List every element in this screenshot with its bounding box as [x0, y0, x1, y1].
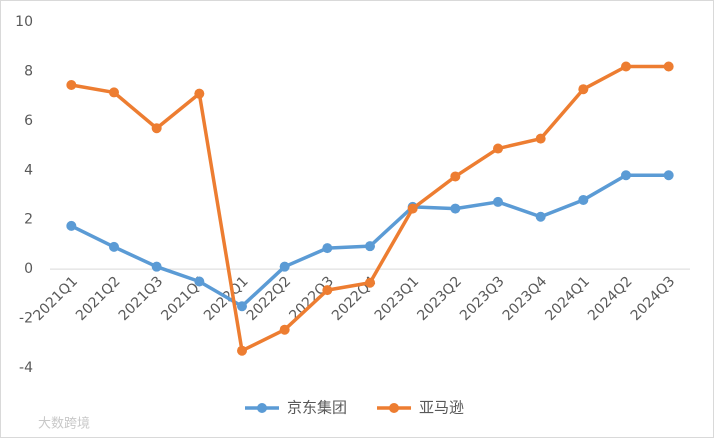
data-point — [663, 170, 674, 181]
data-point — [365, 241, 375, 252]
data-point — [237, 345, 247, 356]
y-tick-label: 6 — [24, 113, 33, 129]
watermark: 大数跨境 — [38, 417, 90, 432]
data-point — [66, 80, 77, 91]
y-tick-label: 0 — [24, 261, 33, 277]
data-point — [493, 196, 503, 207]
data-point — [450, 171, 461, 182]
legend-marker — [389, 403, 400, 413]
data-point — [66, 220, 77, 231]
y-tick-label: -4 — [19, 360, 33, 376]
data-point — [194, 88, 205, 99]
data-point — [194, 276, 205, 287]
data-point — [663, 61, 674, 72]
data-point — [279, 324, 290, 335]
y-tick-label: -2 — [19, 311, 33, 327]
data-point — [322, 285, 333, 296]
data-point — [109, 241, 119, 252]
data-point — [109, 87, 119, 98]
data-point — [365, 277, 375, 288]
data-point — [621, 61, 631, 72]
data-point — [322, 243, 333, 254]
data-point — [578, 84, 589, 95]
data-point — [535, 133, 546, 144]
y-tick-label: 10 — [15, 14, 33, 30]
y-tick-label: 8 — [24, 63, 33, 79]
data-point — [151, 261, 162, 272]
data-point — [621, 170, 631, 181]
legend-label: 京东集团 — [287, 399, 347, 417]
legend-label: 亚马逊 — [419, 399, 464, 417]
y-tick-label: 4 — [24, 162, 33, 178]
data-point — [407, 203, 418, 214]
data-point — [578, 194, 589, 205]
data-point — [450, 203, 461, 214]
data-point — [535, 211, 546, 222]
data-point — [151, 123, 162, 134]
data-point — [493, 143, 503, 154]
legend-marker — [257, 403, 267, 413]
data-point — [237, 301, 247, 312]
data-point — [279, 261, 290, 272]
y-tick-label: 2 — [24, 212, 33, 228]
